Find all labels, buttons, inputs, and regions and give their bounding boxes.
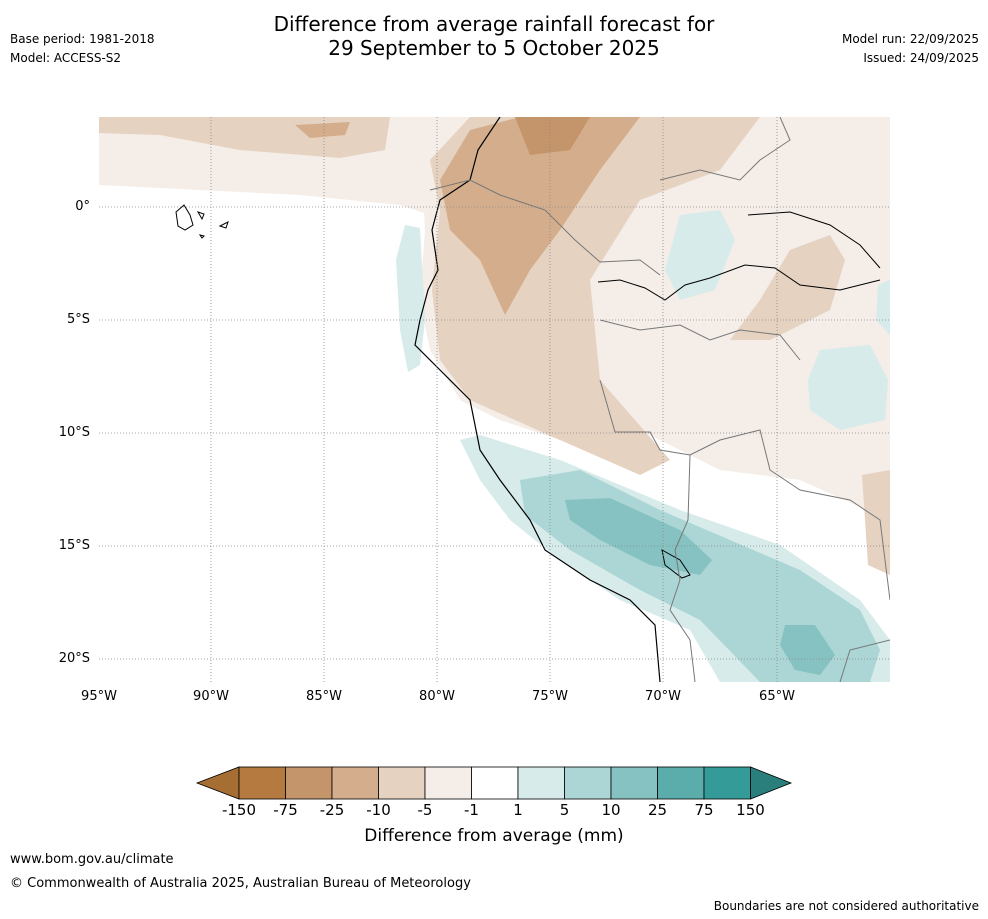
colorbar-title: Difference from average (mm) bbox=[364, 826, 624, 846]
lon-label-80w: 80°W bbox=[419, 689, 455, 704]
dry-spot-ocean bbox=[295, 122, 350, 138]
base-period-label: Base period: 1981-2018 bbox=[10, 32, 155, 46]
dry-region-east bbox=[730, 235, 845, 340]
colorbar-tick-label: 10 bbox=[601, 801, 621, 819]
wet-patch-coast bbox=[396, 225, 425, 372]
colorbar-tick-label: -1 bbox=[464, 801, 479, 819]
model-run-label: Model run: 22/09/2025 bbox=[841, 32, 979, 46]
wet-patch-amazon bbox=[665, 210, 735, 300]
colorbar-segment bbox=[610, 766, 658, 800]
amazon-river bbox=[597, 264, 881, 301]
title-line-2: 29 September to 5 October 2025 bbox=[328, 36, 660, 60]
lon-label-90w: 90°W bbox=[193, 689, 229, 704]
country-border-4 bbox=[669, 454, 696, 682]
lon-label-85w: 85°W bbox=[306, 689, 342, 704]
colorbar-tick-label: -75 bbox=[273, 801, 298, 819]
lat-label-10s: 10°S bbox=[58, 425, 90, 440]
colorbar-segment bbox=[378, 766, 426, 800]
colorbar-segment bbox=[285, 766, 333, 800]
country-border-5 bbox=[659, 117, 791, 181]
colorbar-tick-label: -150 bbox=[221, 801, 257, 819]
issued-label: Issued: 24/09/2025 bbox=[863, 51, 979, 65]
dry-core bbox=[515, 117, 590, 155]
colorbar-tick-label: 75 bbox=[694, 801, 714, 819]
lat-label-5s: 5°S bbox=[66, 312, 90, 327]
footer-copyright: © Commonwealth of Australia 2025, Austra… bbox=[10, 876, 471, 891]
title-line-1: Difference from average rainfall forecas… bbox=[273, 12, 715, 36]
galapagos-islands bbox=[175, 204, 229, 239]
wet-band-strong bbox=[565, 498, 712, 575]
map-title: Difference from average rainfall forecas… bbox=[0, 12, 988, 60]
wet-spot-south bbox=[780, 625, 835, 675]
coastline bbox=[414, 117, 661, 682]
colorbar-tick-label: -10 bbox=[366, 801, 391, 819]
lon-label-70w: 70°W bbox=[645, 689, 681, 704]
lon-label-65w: 65°W bbox=[759, 689, 795, 704]
colorbar-segment bbox=[238, 766, 286, 800]
lat-label-0: 0° bbox=[75, 199, 90, 214]
lon-label-75w: 75°W bbox=[532, 689, 568, 704]
colorbar-tick-label: -25 bbox=[319, 801, 345, 819]
gridlines bbox=[99, 117, 890, 682]
map-field bbox=[99, 117, 890, 682]
colorbar-segment bbox=[517, 766, 565, 800]
colorbar-segment bbox=[331, 766, 379, 800]
colorbar-segment bbox=[564, 766, 612, 800]
colorbar-segment bbox=[657, 766, 705, 800]
lat-label-20s: 20°S bbox=[58, 651, 90, 666]
colorbar-segment bbox=[703, 766, 751, 800]
dry-region-land-strong bbox=[440, 117, 640, 315]
north-coast bbox=[747, 211, 881, 269]
dry-region-southeast bbox=[862, 470, 890, 575]
country-border-1 bbox=[429, 179, 661, 276]
footer-disclaimer: Boundaries are not considered authoritat… bbox=[713, 899, 979, 913]
wet-patch-edge bbox=[876, 280, 890, 335]
wet-patch-east bbox=[808, 345, 888, 430]
footer-url[interactable]: www.bom.gov.au/climate bbox=[10, 852, 174, 867]
lat-label-15s: 15°S bbox=[58, 538, 90, 553]
colorbar-segment bbox=[471, 766, 519, 800]
colorbar-tick-label: 1 bbox=[513, 801, 523, 819]
model-label: Model: ACCESS-S2 bbox=[10, 51, 122, 65]
lon-label-95w: 95°W bbox=[81, 689, 117, 704]
titicaca bbox=[661, 549, 691, 579]
colorbar-arrow-low bbox=[195, 766, 240, 800]
colorbar-tick-label: 5 bbox=[559, 801, 570, 819]
country-border-2 bbox=[599, 319, 801, 361]
country-border-3 bbox=[599, 379, 890, 601]
colorbar-tick-label: 150 bbox=[736, 801, 765, 819]
colorbar-arrow-high bbox=[750, 766, 793, 800]
colorbar-segment bbox=[424, 766, 472, 800]
colorbar-tick-label: 25 bbox=[647, 801, 668, 819]
country-border-6 bbox=[839, 639, 890, 682]
colorbar-tick-label: -5 bbox=[417, 801, 433, 819]
